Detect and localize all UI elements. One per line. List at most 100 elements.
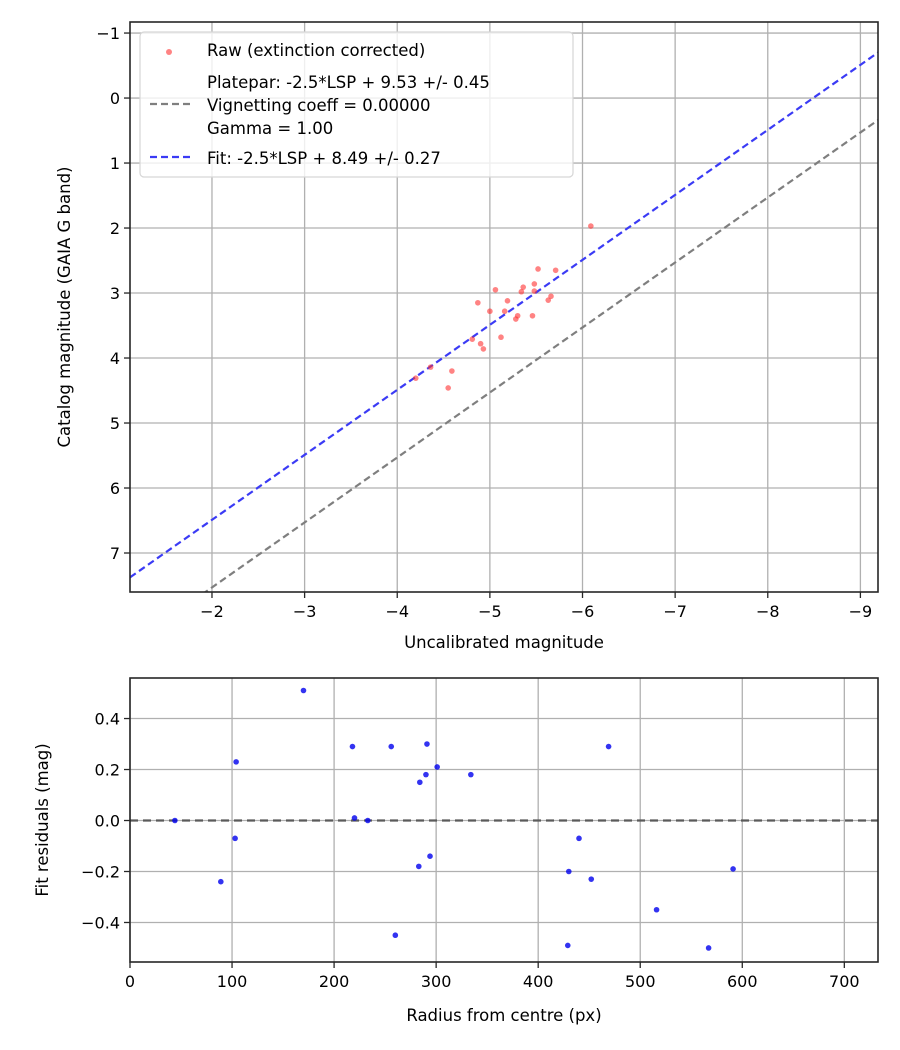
x-tick-label: 100 <box>217 972 248 991</box>
data-point <box>588 876 595 882</box>
legend-fit-label: Fit: -2.5*LSP + 8.49 +/- 0.27 <box>207 149 441 168</box>
data-point <box>427 364 434 370</box>
data-point <box>501 308 508 315</box>
x-tick-label: −5 <box>478 602 502 621</box>
data-point <box>653 906 660 913</box>
data-point <box>605 743 612 750</box>
x-tick-label: 200 <box>319 972 350 991</box>
y-tick-label: −1 <box>96 24 120 43</box>
x-tick-label: 600 <box>727 972 758 991</box>
data-point <box>514 312 521 319</box>
residuals-points <box>172 687 736 951</box>
data-point <box>531 281 538 287</box>
data-point <box>449 368 455 374</box>
calibration-raw-points <box>412 223 594 391</box>
y-tick-label: 6 <box>110 479 120 498</box>
y-tick-label: 4 <box>110 349 120 368</box>
data-point <box>218 878 224 885</box>
data-point <box>552 267 559 274</box>
legend-gamma-label: Gamma = 1.00 <box>207 119 333 138</box>
calibration-axes-frame <box>129 21 879 593</box>
data-point <box>424 741 430 747</box>
y-tick-label: 5 <box>110 414 120 433</box>
data-point <box>468 771 474 778</box>
calibration-ticks: −2 −3 −4 −5 −6 −7 −8 −9 −1 0 1 2 3 4 5 6 7 <box>96 24 872 621</box>
x-tick-label: −4 <box>385 602 409 621</box>
y-tick-label: 0.4 <box>95 710 120 729</box>
y-tick-label: 1 <box>110 154 120 173</box>
data-point <box>349 743 356 750</box>
data-point <box>392 932 399 939</box>
x-tick-label: 700 <box>829 972 860 991</box>
y-tick-label: −0.2 <box>81 862 120 881</box>
calibration-chart: −2 −3 −4 −5 −6 −7 −8 −9 −1 0 1 2 3 4 5 6 7 Uncalibrated … <box>55 21 879 652</box>
data-point <box>364 817 371 824</box>
data-point <box>545 297 552 303</box>
data-point <box>233 759 239 765</box>
residuals-ticks: 0 100 200 300 400 500 600 700 0.4 0.2 0.0 −0.2 −0.4 <box>81 710 859 991</box>
data-point <box>705 945 712 951</box>
data-point <box>498 334 504 341</box>
data-point <box>565 868 572 875</box>
data-point <box>415 863 422 870</box>
data-point <box>475 299 481 306</box>
data-point <box>351 815 358 821</box>
data-point <box>520 284 527 290</box>
legend-raw-marker-icon <box>166 49 172 55</box>
y-tick-label: 7 <box>110 544 120 563</box>
platepar-line <box>203 119 878 592</box>
data-point <box>300 687 307 694</box>
data-point <box>477 340 484 347</box>
data-point <box>487 308 493 315</box>
data-point <box>412 375 419 381</box>
data-point <box>588 223 594 229</box>
data-point <box>531 288 538 294</box>
data-point <box>730 866 736 872</box>
x-tick-label: −6 <box>571 602 595 621</box>
y-tick-label: 0 <box>110 89 120 108</box>
x-tick-label: −7 <box>663 602 687 621</box>
y-tick-label: 0.2 <box>95 761 120 780</box>
x-tick-label: 300 <box>421 972 452 991</box>
x-tick-label: −3 <box>293 602 317 621</box>
data-point <box>172 817 178 824</box>
data-point <box>548 293 554 300</box>
calibration-y-axis-label: Catalog magnitude (GAIA G band) <box>55 167 74 448</box>
x-tick-label: −8 <box>756 602 780 621</box>
x-tick-label: −9 <box>849 602 873 621</box>
legend-platepar-label: Platepar: -2.5*LSP + 9.53 +/- 0.45 <box>207 73 490 92</box>
data-point <box>417 779 423 786</box>
data-point <box>576 835 582 842</box>
legend-box <box>139 31 574 178</box>
data-point <box>445 385 451 391</box>
legend-raw-label: Raw (extinction corrected) <box>207 41 425 60</box>
y-tick-label: 0.0 <box>95 812 120 831</box>
legend-vignetting-label: Vignetting coeff = 0.00000 <box>207 96 431 115</box>
x-tick-label: −2 <box>200 602 224 621</box>
residuals-y-axis-label: Fit residuals (mag) <box>33 743 52 896</box>
data-point <box>518 288 525 295</box>
x-tick-label: 0 <box>125 972 135 991</box>
data-point <box>423 771 429 778</box>
calibration-x-axis-label: Uncalibrated magnitude <box>404 633 604 652</box>
y-tick-label: −0.4 <box>81 913 120 932</box>
data-point <box>529 312 536 319</box>
data-point <box>564 942 571 949</box>
y-tick-label: 3 <box>110 284 120 303</box>
data-point <box>434 764 440 770</box>
data-point <box>492 286 499 293</box>
data-point <box>535 266 541 272</box>
residuals-x-axis-label: Radius from centre (px) <box>406 1006 601 1025</box>
calibration-fit-lines <box>130 51 878 592</box>
data-point <box>232 835 238 842</box>
data-point <box>504 298 511 304</box>
x-tick-label: 400 <box>523 972 554 991</box>
data-point <box>469 336 476 342</box>
legend: Raw (extinction corrected) Platepar: -2.… <box>139 31 574 178</box>
data-point <box>388 743 395 750</box>
y-tick-label: 2 <box>110 219 120 238</box>
x-tick-label: 500 <box>625 972 656 991</box>
data-point <box>480 346 487 352</box>
fit-line <box>130 51 878 579</box>
